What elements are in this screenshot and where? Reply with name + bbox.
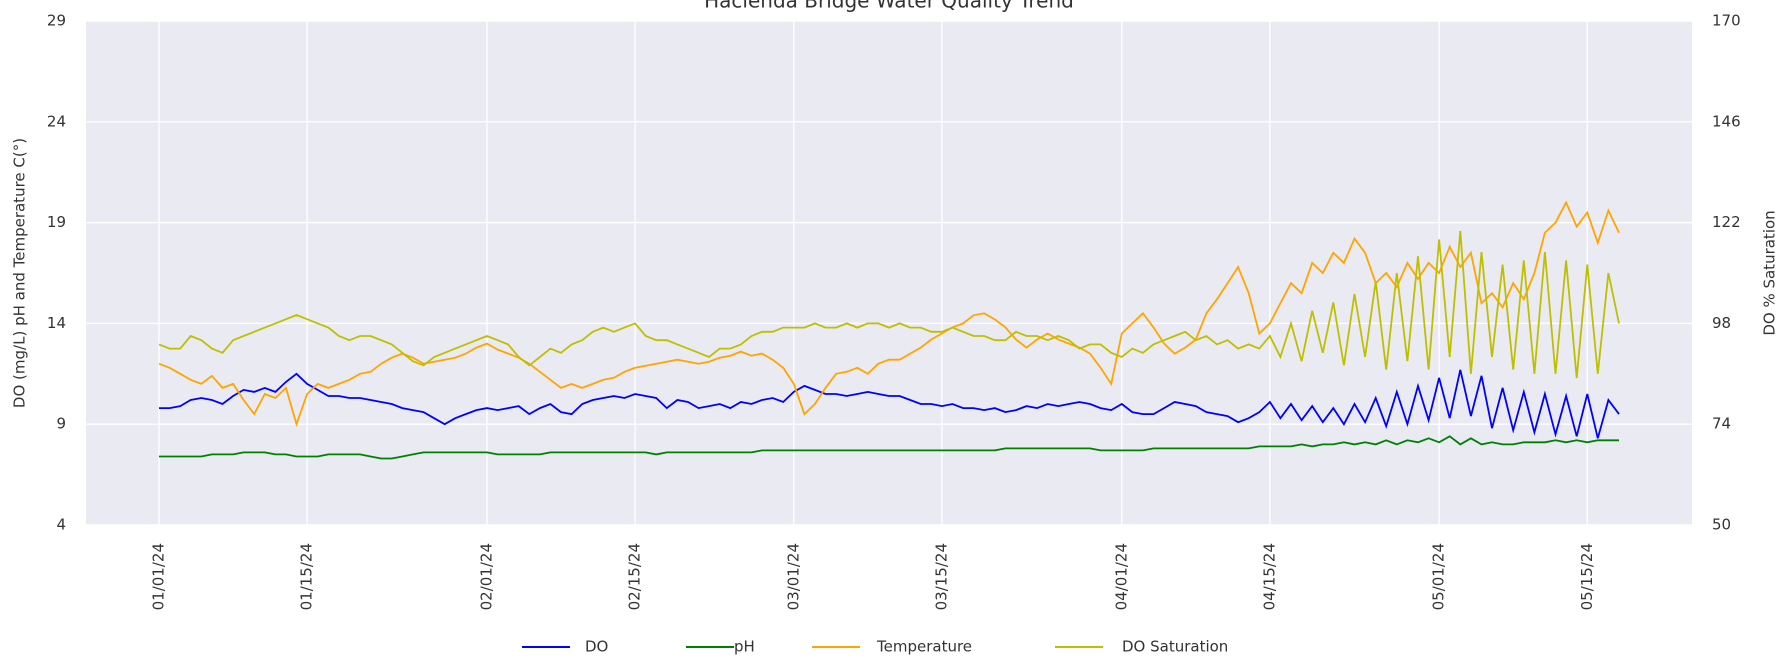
y-tick-label: 19	[47, 213, 66, 231]
y2-tick-label: 98	[1712, 314, 1731, 332]
y2-tick-label: 74	[1712, 415, 1731, 433]
chart-title: Hacienda Bridge Water Quality Trend	[704, 0, 1074, 13]
x-tick-label: 04/01/24	[1112, 543, 1130, 610]
legend-label: Temperature	[876, 638, 972, 656]
series-line	[159, 369, 1620, 439]
legend-label: DO Saturation	[1122, 638, 1228, 656]
legend-label: DO	[585, 638, 608, 656]
y-tick-label: 9	[56, 415, 66, 433]
x-tick-label: 05/01/24	[1430, 543, 1448, 610]
x-tick-label: 01/01/24	[150, 543, 168, 610]
y-axis-label: DO (mg/L) pH and Temperature C(°)	[11, 138, 29, 408]
series-line	[159, 435, 1619, 460]
plot-area	[86, 21, 1692, 525]
x-tick-label: 04/15/24	[1260, 543, 1278, 610]
y2-tick-label: 170	[1712, 12, 1741, 30]
legend-label: pH	[734, 638, 755, 656]
x-tick-label: 02/15/24	[626, 543, 644, 610]
x-tick-label: 03/15/24	[932, 543, 950, 610]
x-tick-label: 02/01/24	[477, 543, 495, 610]
x-tick-label: 03/01/24	[784, 543, 802, 610]
y2-axis-label: DO % Saturation	[1761, 210, 1779, 335]
x-tick-label: 01/15/24	[298, 543, 316, 610]
y-tick-label: 4	[56, 516, 66, 534]
y2-tick-label: 146	[1712, 112, 1741, 130]
series-line	[158, 230, 1620, 379]
y-tick-label: 29	[47, 12, 66, 30]
y-tick-label: 14	[47, 314, 66, 332]
y2-tick-label: 122	[1712, 213, 1741, 231]
x-tick-label: 05/15/24	[1578, 543, 1596, 610]
y2-tick-label: 50	[1712, 516, 1731, 534]
y-tick-label: 24	[47, 112, 66, 130]
